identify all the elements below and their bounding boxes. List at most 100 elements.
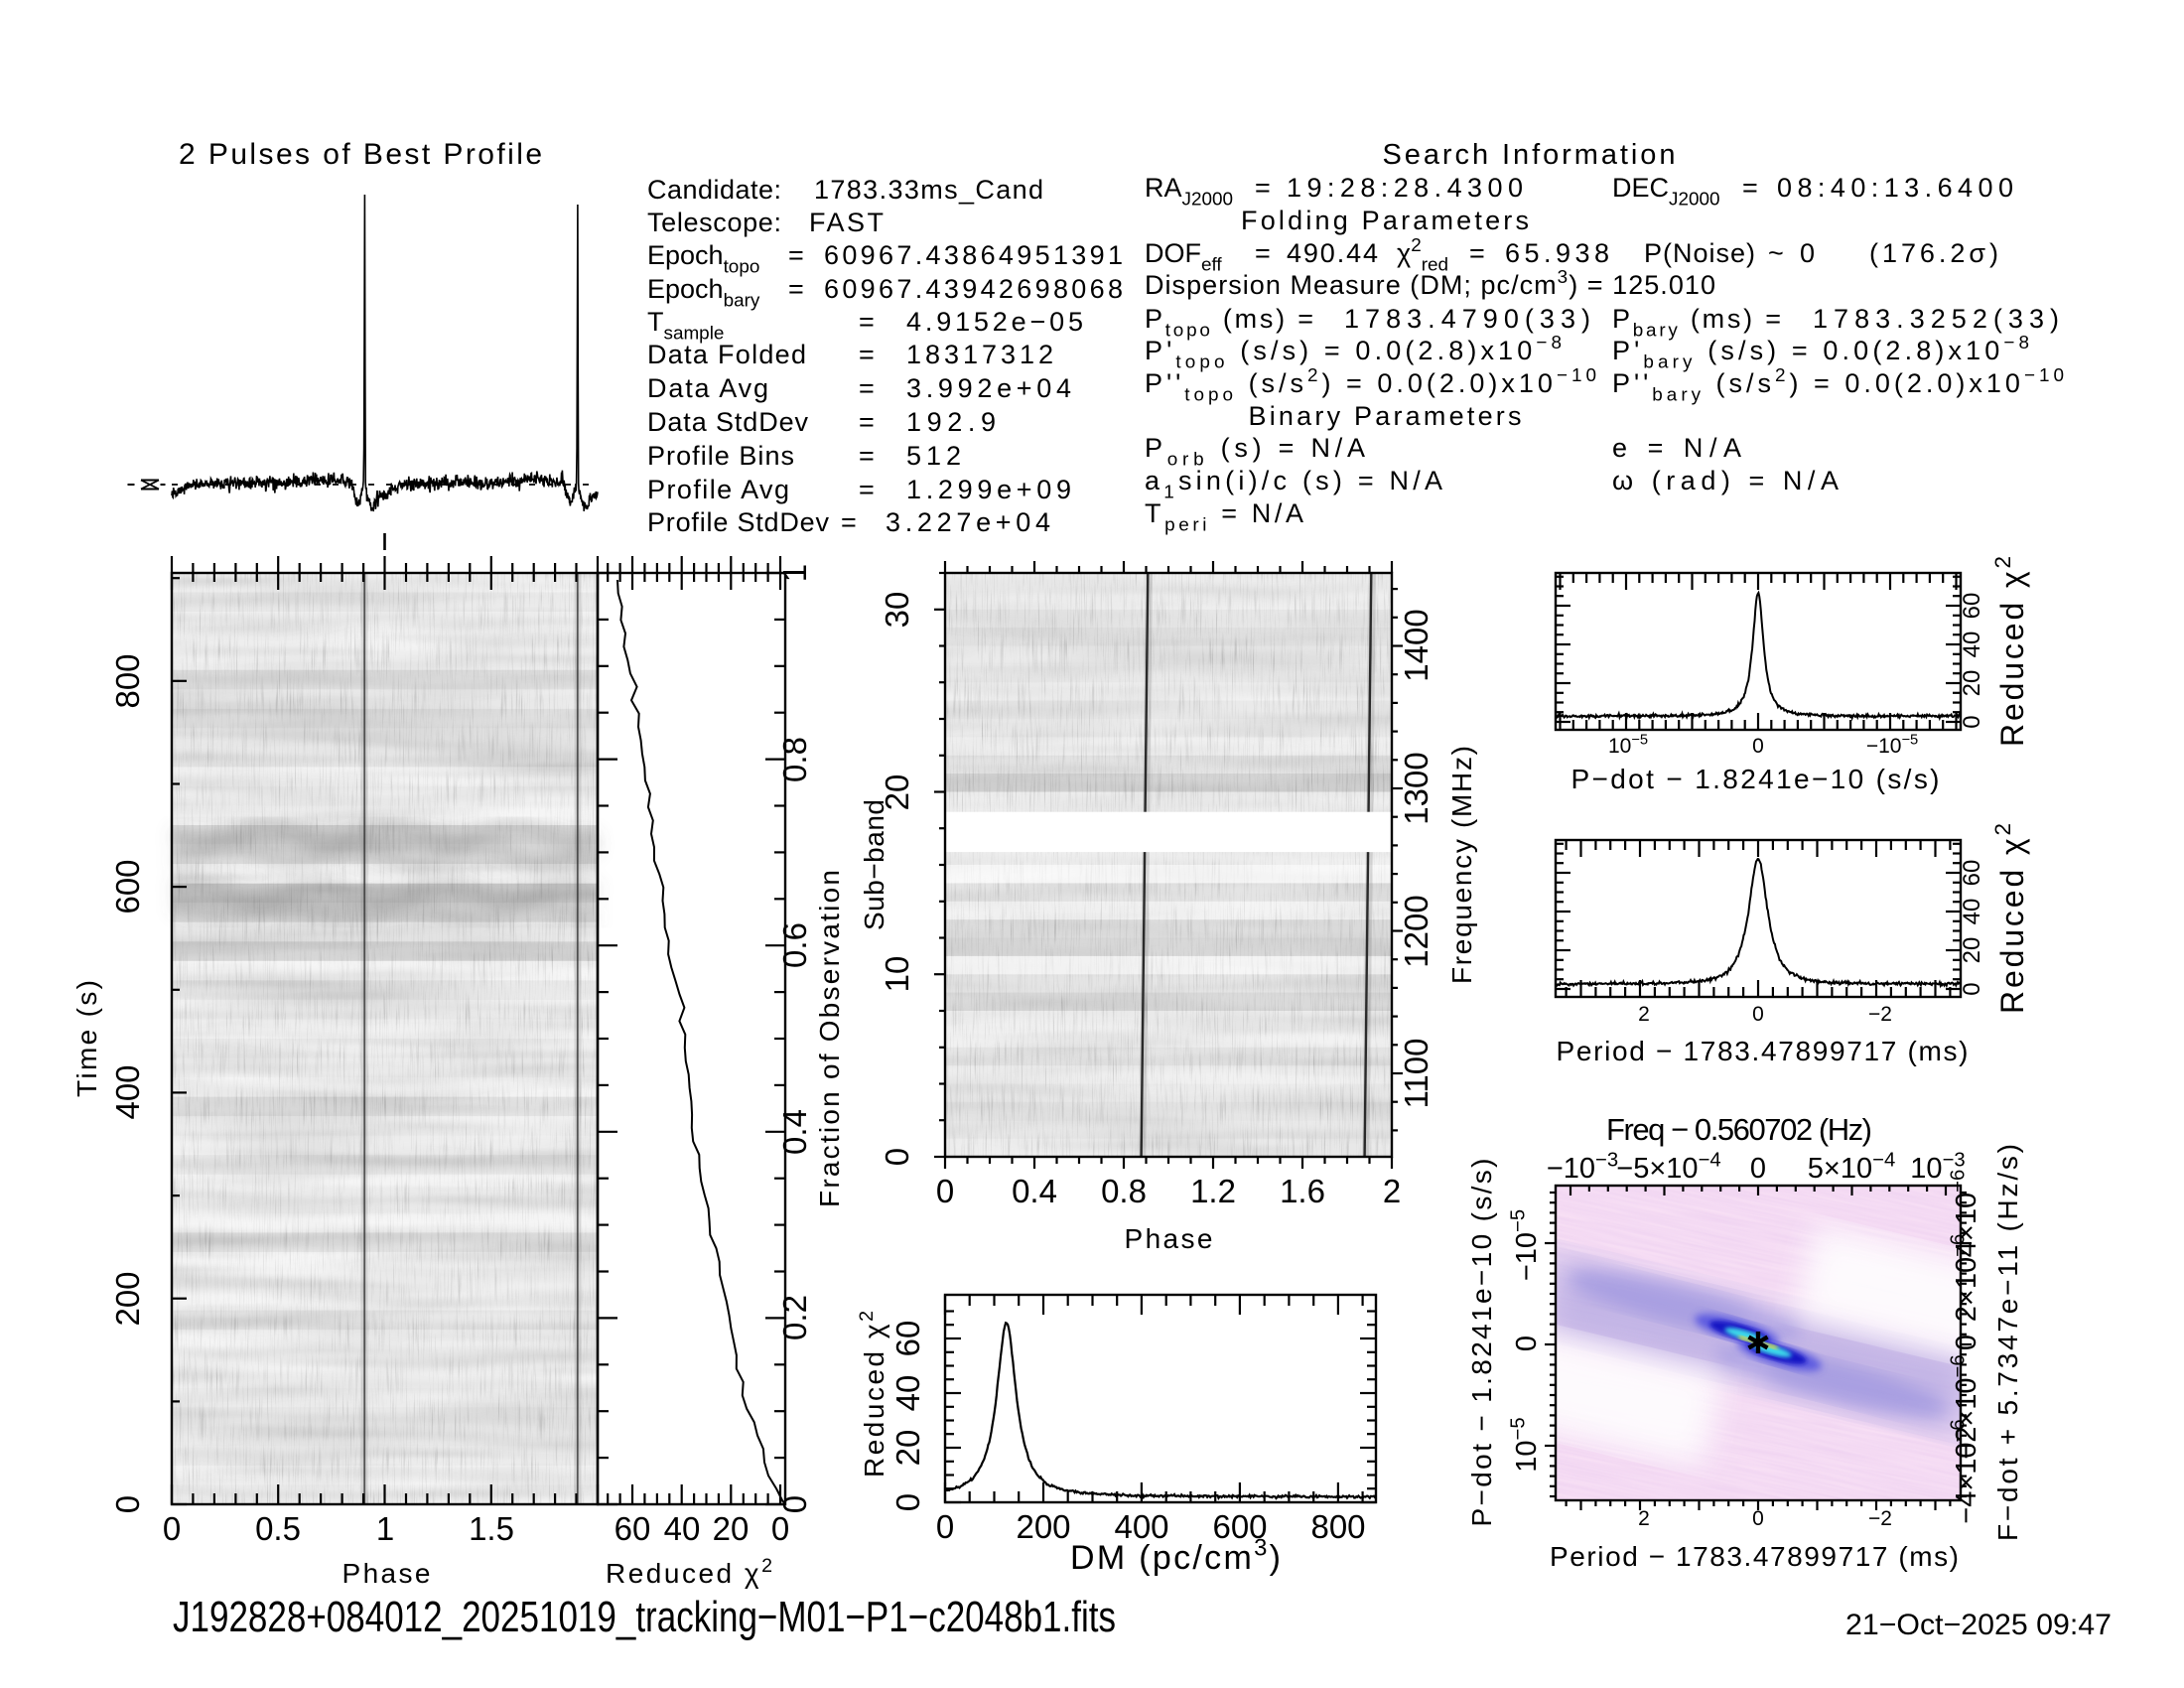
- svg-text:=: =: [1255, 173, 1271, 203]
- svg-text:600: 600: [109, 859, 146, 914]
- svg-text:0.4: 0.4: [776, 1109, 813, 1155]
- svg-text:60: 60: [1959, 860, 1985, 887]
- svg-text:3.992e+04: 3.992e+04: [906, 373, 1071, 403]
- svg-text:0: 0: [1959, 715, 1985, 728]
- svg-text:60967.43864951391: 60967.43864951391: [824, 240, 1123, 270]
- svg-text:60967.43942698068: 60967.43942698068: [824, 274, 1123, 304]
- svg-text:40: 40: [1959, 632, 1985, 658]
- svg-text:512: 512: [906, 441, 961, 471]
- svg-text:Reduced χ2: Reduced χ2: [606, 1555, 772, 1589]
- svg-text:0.8: 0.8: [776, 737, 813, 782]
- svg-text:=: =: [1469, 238, 1485, 268]
- svg-text:Binary Parameters: Binary Parameters: [1249, 401, 1522, 431]
- svg-text:1783.3252(33): 1783.3252(33): [1813, 304, 2059, 334]
- svg-text:1: 1: [776, 564, 813, 582]
- svg-text:Reduced χ2: Reduced χ2: [1990, 556, 2030, 747]
- svg-text:800: 800: [109, 653, 146, 708]
- svg-text:Profile Avg: Profile Avg: [647, 475, 789, 504]
- svg-text:=: =: [1255, 238, 1271, 268]
- svg-text:60: 60: [889, 1321, 926, 1357]
- svg-text:600: 600: [1212, 1508, 1267, 1545]
- svg-text:0.6: 0.6: [776, 922, 813, 968]
- svg-text:Profile Bins: Profile Bins: [647, 441, 794, 471]
- svg-text:400: 400: [109, 1064, 146, 1119]
- svg-text:Telescope:: Telescope:: [647, 208, 781, 237]
- svg-text:Search Information: Search Information: [1383, 139, 1676, 171]
- svg-text:Candidate:: Candidate:: [647, 175, 781, 205]
- svg-text:21−Oct−2025 09:47: 21−Oct−2025 09:47: [1845, 1609, 2112, 1641]
- svg-text:Data Folded: Data Folded: [647, 340, 806, 369]
- svg-text:Period − 1783.47899717 (ms): Period − 1783.47899717 (ms): [1550, 1541, 1959, 1572]
- svg-text:=: =: [841, 507, 857, 537]
- svg-text:0.8: 0.8: [1101, 1173, 1147, 1209]
- svg-text:0: 0: [771, 1510, 789, 1547]
- svg-text:Time (s): Time (s): [71, 980, 102, 1097]
- svg-text:0: 0: [109, 1495, 146, 1513]
- svg-text:0: 0: [1752, 1003, 1764, 1026]
- svg-text:P(Noise): P(Noise): [1644, 238, 1755, 268]
- svg-text:=: =: [1742, 173, 1758, 203]
- svg-text:0.5: 0.5: [255, 1510, 301, 1547]
- svg-text:−2: −2: [1868, 1003, 1892, 1026]
- svg-text:0: 0: [1800, 238, 1815, 268]
- svg-text:F−dot + 5.7347e−11 (Hz/s): F−dot + 5.7347e−11 (Hz/s): [1992, 1144, 2023, 1541]
- svg-text:0: 0: [1511, 1336, 1543, 1351]
- svg-text:Phase: Phase: [1125, 1223, 1213, 1254]
- svg-text:Profile StdDev: Profile StdDev: [647, 507, 830, 537]
- svg-text:~: ~: [1768, 238, 1784, 268]
- svg-text:Freq − 0.560702 (Hz): Freq − 0.560702 (Hz): [1606, 1112, 1872, 1147]
- svg-text:40: 40: [889, 1375, 926, 1412]
- svg-text:=: =: [859, 307, 875, 337]
- svg-text:1300: 1300: [1398, 752, 1434, 824]
- svg-text:2 Pulses of Best Profile: 2 Pulses of Best Profile: [179, 138, 542, 171]
- svg-text:0: 0: [936, 1508, 954, 1545]
- svg-text:=: =: [859, 407, 875, 437]
- svg-text:192.9: 192.9: [906, 407, 996, 437]
- svg-text:=: =: [788, 240, 804, 270]
- svg-text:0: 0: [776, 1495, 813, 1513]
- svg-text:200: 200: [109, 1271, 146, 1326]
- svg-text:20: 20: [713, 1510, 750, 1547]
- svg-text:J192828+084012_20251019_tracki: J192828+084012_20251019_tracking−M01−P1−…: [173, 1593, 1116, 1641]
- svg-text:20: 20: [879, 774, 915, 811]
- svg-text:0.2: 0.2: [776, 1295, 813, 1340]
- svg-text:0: 0: [889, 1493, 926, 1511]
- svg-text:−2: −2: [1868, 1507, 1892, 1530]
- svg-text:FAST: FAST: [809, 208, 884, 237]
- svg-text:400: 400: [1114, 1508, 1168, 1545]
- svg-text:0: 0: [1752, 735, 1764, 758]
- svg-text:Reduced χ2: Reduced χ2: [1990, 823, 2030, 1014]
- svg-text:20: 20: [889, 1430, 926, 1467]
- svg-text:490.44: 490.44: [1287, 238, 1378, 268]
- svg-text:=: =: [859, 475, 875, 504]
- svg-text:0: 0: [879, 1148, 915, 1166]
- svg-text:1100: 1100: [1398, 1039, 1434, 1109]
- svg-text:1783.33ms_Cand: 1783.33ms_Cand: [814, 175, 1043, 205]
- svg-text:Folding Parameters: Folding Parameters: [1241, 206, 1529, 235]
- svg-text:40: 40: [1959, 899, 1985, 925]
- svg-text:Frequency (MHz): Frequency (MHz): [1446, 746, 1477, 984]
- svg-text:0: 0: [163, 1510, 181, 1547]
- svg-text:Period − 1783.47899717 (ms): Period − 1783.47899717 (ms): [1557, 1036, 1969, 1066]
- svg-text:Data StdDev: Data StdDev: [647, 407, 809, 437]
- svg-text:0: 0: [1752, 1507, 1764, 1530]
- svg-text:=: =: [859, 340, 875, 369]
- svg-text:P−dot − 1.8241e−10 (s/s): P−dot − 1.8241e−10 (s/s): [1466, 1159, 1497, 1527]
- svg-text:=: =: [859, 441, 875, 471]
- svg-text:1783.4790(33): 1783.4790(33): [1344, 304, 1590, 334]
- svg-text:0: 0: [936, 1173, 954, 1209]
- svg-text:Reduced χ2: Reduced χ2: [856, 1311, 889, 1477]
- svg-text:Sub−band: Sub−band: [859, 799, 889, 930]
- svg-text:200: 200: [1016, 1508, 1070, 1545]
- svg-text:=: =: [788, 274, 804, 304]
- svg-text:0: 0: [1959, 982, 1985, 995]
- svg-text:2: 2: [1638, 1507, 1650, 1530]
- svg-text:1.299e+09: 1.299e+09: [906, 475, 1071, 504]
- svg-text:1400: 1400: [1398, 609, 1434, 681]
- svg-text:1.5: 1.5: [469, 1510, 514, 1547]
- svg-text:10: 10: [879, 956, 915, 993]
- svg-text:20: 20: [1959, 937, 1985, 964]
- svg-text:1.6: 1.6: [1280, 1173, 1325, 1209]
- svg-text:60: 60: [1959, 593, 1985, 620]
- svg-text:Data Avg: Data Avg: [647, 373, 768, 403]
